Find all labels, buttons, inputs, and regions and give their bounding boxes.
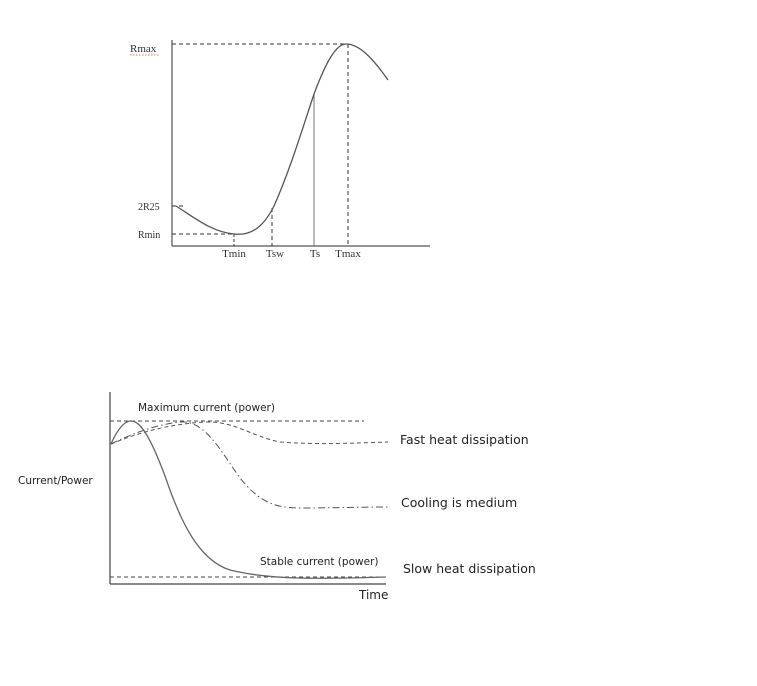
rmax-label: Rmax xyxy=(130,43,157,55)
tmax-label: Tmax xyxy=(335,248,361,260)
fast-dissipation-curve xyxy=(110,421,389,445)
legend-slow-dissipation: Slow heat dissipation xyxy=(403,561,536,576)
rmin-label: Rmin xyxy=(138,230,160,241)
ts-label: Ts xyxy=(310,248,320,260)
rt-chart: Rmax 2R25 Rmin Tmin Tsw Ts Tmax xyxy=(130,40,430,260)
max-current-label: Maximum current (power) xyxy=(138,402,275,414)
legend-medium-cooling: Cooling is medium xyxy=(401,495,517,510)
current-chart: Maximum current (power) Stable current (… xyxy=(18,392,536,602)
r25-label: 2R25 xyxy=(138,202,160,213)
x-axis-label: Time xyxy=(358,588,388,602)
resistance-curve xyxy=(175,43,389,235)
tsw-label: Tsw xyxy=(266,248,284,260)
stable-current-label: Stable current (power) xyxy=(260,556,378,568)
medium-cooling-curve xyxy=(110,421,389,509)
slow-dissipation-curve xyxy=(110,420,387,579)
legend-fast-dissipation: Fast heat dissipation xyxy=(400,432,529,447)
tmin-label: Tmin xyxy=(222,248,246,260)
y-axis-label: Current/Power xyxy=(18,475,93,487)
